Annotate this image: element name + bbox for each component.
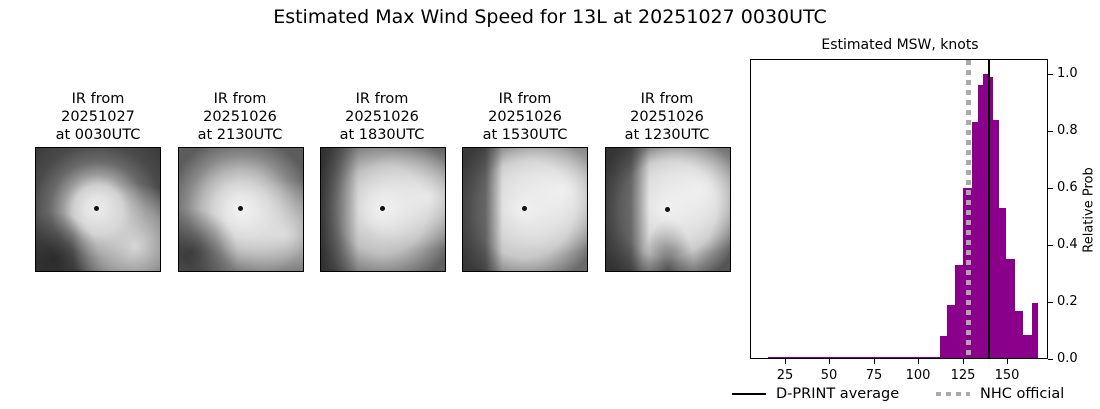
ir-image-1530utc	[462, 147, 588, 272]
y-tick-label: 0.8	[1057, 123, 1078, 138]
y-tick	[1048, 359, 1053, 360]
legend-nhc-official: NHC official	[936, 386, 1064, 402]
ir-panel-title: IR from 20251026 at 1830UTC	[312, 90, 452, 144]
x-tick	[1007, 359, 1008, 364]
y-tick	[1048, 131, 1053, 132]
ir-panel-title: IR from 20251026 at 1530UTC	[455, 90, 595, 144]
ir-image-2130utc	[178, 147, 304, 272]
ir-title-date: 20251026	[203, 109, 277, 125]
solid-line-icon	[732, 393, 766, 395]
ir-title-line: IR from	[640, 91, 694, 107]
x-tick-label: 125	[950, 368, 976, 383]
histogram-bar	[1006, 259, 1015, 359]
y-tick	[1048, 302, 1053, 303]
ir-panel-title: IR from 20251027 at 0030UTC	[28, 90, 168, 144]
histogram-bar	[1023, 335, 1032, 359]
histogram-bar	[988, 77, 993, 359]
y-tick	[1048, 245, 1053, 246]
ir-title-date: 20251027	[61, 109, 135, 125]
legend-dprint-average: D-PRINT average	[732, 386, 899, 402]
legend-label: NHC official	[980, 386, 1065, 402]
x-tick-label: 150	[994, 368, 1020, 383]
x-tick-label: 100	[905, 368, 931, 383]
ir-title-date: 20251026	[345, 109, 419, 125]
ir-image-1230utc	[605, 147, 731, 272]
x-tick	[785, 359, 786, 364]
ir-title-time: at 2130UTC	[197, 127, 283, 143]
storm-eye	[380, 206, 385, 211]
histogram-bar	[940, 336, 947, 359]
ir-title-time: at 1230UTC	[624, 127, 710, 143]
ir-title-date: 20251026	[488, 109, 562, 125]
storm-eye	[665, 207, 670, 212]
storm-eye	[522, 206, 527, 211]
y-tick	[1048, 74, 1053, 75]
ir-panel-title: IR from 20251026 at 2130UTC	[170, 90, 310, 144]
dotted-line-icon	[936, 392, 970, 396]
y-axis-label: Relative Prob	[1081, 167, 1097, 253]
x-tick	[963, 359, 964, 364]
ir-title-line: IR from	[355, 91, 409, 107]
histogram-axes	[750, 59, 1048, 359]
histogram-bar	[955, 265, 963, 359]
x-tick	[874, 359, 875, 364]
x-tick	[829, 359, 830, 364]
ir-image-0030utc	[35, 147, 161, 272]
ir-title-time: at 1830UTC	[339, 127, 425, 143]
histogram-bar	[1032, 303, 1038, 359]
x-tick-label: 75	[865, 368, 883, 383]
figure-suptitle: Estimated Max Wind Speed for 13L at 2025…	[273, 6, 827, 28]
ir-panel-title: IR from 20251026 at 1230UTC	[597, 90, 737, 144]
histogram-bar	[983, 74, 988, 359]
x-tick-label: 25	[776, 368, 794, 383]
x-tick-label: 50	[820, 368, 838, 383]
histogram-bar	[978, 85, 983, 359]
storm-eye	[238, 206, 243, 211]
histogram-bar	[972, 122, 978, 359]
y-tick-label: 1.0	[1057, 66, 1078, 81]
ir-title-line: IR from	[498, 91, 552, 107]
ir-image-1830utc	[320, 147, 446, 272]
x-tick	[918, 359, 919, 364]
ir-title-date: 20251026	[630, 109, 704, 125]
y-tick-label: 0.4	[1057, 237, 1078, 252]
y-tick-label: 0.6	[1057, 180, 1078, 195]
y-tick	[1048, 188, 1053, 189]
ir-title-time: at 1530UTC	[482, 127, 568, 143]
ir-title-time: at 0030UTC	[55, 127, 141, 143]
histogram-bar	[999, 208, 1006, 359]
histogram-bar	[947, 305, 955, 359]
ir-title-line: IR from	[213, 91, 267, 107]
histogram-bar	[1015, 311, 1023, 359]
nhc-official-line	[966, 60, 971, 358]
dprint-average-line	[988, 60, 990, 358]
storm-eye	[94, 206, 99, 211]
legend-label: D-PRINT average	[776, 386, 900, 402]
y-tick-label: 0.0	[1057, 351, 1078, 366]
ir-title-line: IR from	[71, 91, 125, 107]
histogram-bar	[993, 120, 999, 359]
y-tick-label: 0.2	[1057, 294, 1078, 309]
histogram-title: Estimated MSW, knots	[821, 37, 979, 53]
